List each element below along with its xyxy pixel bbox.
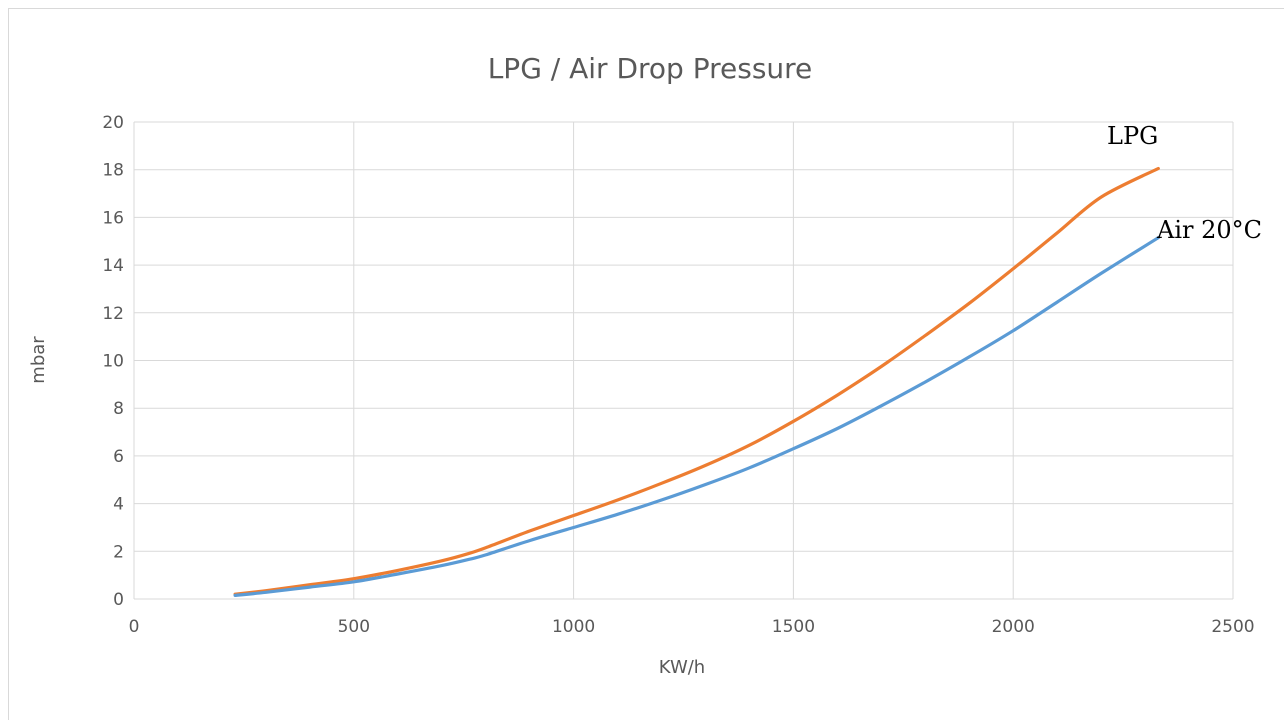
x-tick-label: 0: [129, 617, 140, 637]
y-tick-label: 18: [102, 161, 124, 181]
series-label-air: Air 20°C: [1156, 216, 1262, 244]
x-axis-ticks: 0 500 1000 1500 2000 2500: [129, 617, 1255, 637]
chart-title: LPG / Air Drop Pressure: [488, 52, 813, 85]
series-line-air: [233, 236, 1160, 597]
y-tick-label: 6: [113, 447, 124, 467]
gridlines: [133, 121, 1234, 600]
x-tick-label: 1000: [552, 617, 595, 637]
series-label-lpg: LPG: [1107, 122, 1158, 150]
y-axis-label: mbar: [28, 336, 49, 384]
x-tick-label: 500: [338, 617, 370, 637]
y-tick-label: 2: [113, 542, 124, 562]
x-tick-label: 2000: [992, 617, 1035, 637]
y-tick-label: 10: [102, 352, 124, 372]
y-tick-label: 20: [102, 113, 124, 133]
x-tick-label: 2500: [1211, 617, 1254, 637]
x-tick-label: 1500: [772, 617, 815, 637]
series-lines: [233, 166, 1160, 597]
y-tick-label: 8: [113, 399, 124, 419]
series-line-lpg: [233, 166, 1160, 596]
y-axis-ticks: 0 2 4 6 8 10 12 14 16 18 20: [102, 113, 124, 610]
chart-frame: [8, 8, 1284, 720]
x-axis-label: KW/h: [659, 657, 705, 678]
y-tick-label: 4: [113, 495, 124, 515]
y-tick-label: 12: [102, 304, 124, 324]
y-tick-label: 16: [102, 208, 124, 228]
y-tick-label: 0: [113, 590, 124, 610]
y-tick-label: 14: [102, 256, 124, 276]
